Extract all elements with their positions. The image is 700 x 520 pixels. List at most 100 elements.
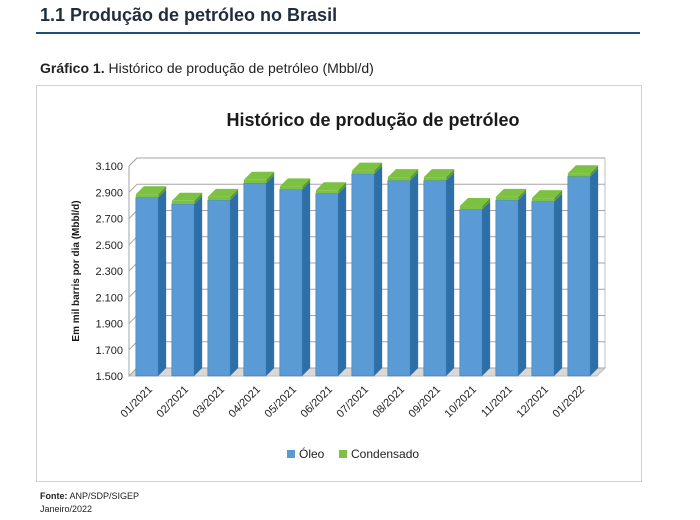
y-tick-label: 1.900 (95, 319, 123, 331)
bar-top (135, 186, 167, 195)
x-tick-label: 08/2021 (371, 384, 408, 421)
y-tick-label: 2.300 (95, 266, 123, 278)
bar-oil-side (230, 192, 239, 376)
x-tick-label: 01/2021 (119, 384, 156, 421)
bar-oil (567, 176, 591, 377)
bar-top (531, 190, 563, 199)
bar-top (387, 169, 419, 178)
bar-condensate-side (302, 178, 311, 190)
y-tick-label: 1.500 (95, 371, 123, 383)
bar-condensate (495, 196, 519, 201)
source-text: ANP/SDP/SIGEP (67, 491, 140, 501)
x-tick-label: 02/2021 (155, 384, 192, 421)
bar-top (207, 188, 239, 197)
bar-oil (423, 180, 447, 377)
bar-condensate-side (338, 182, 347, 194)
bar-condensate-side (590, 165, 599, 177)
x-tick-label: 11/2021 (479, 384, 515, 420)
caption-text: Histórico de produção de petróleo (Mbbl/… (104, 60, 374, 76)
bar-condensate (207, 196, 231, 201)
bar-oil (387, 180, 411, 377)
x-tick-label: 03/2021 (191, 384, 228, 421)
bar-top (423, 169, 455, 178)
bar-oil-side (338, 185, 347, 376)
y-axis-label: Em mil barris por dia (Mbbl/d) (71, 200, 82, 341)
bar-top (171, 192, 203, 201)
bar-condensate-side (410, 169, 419, 181)
bar-condensate (423, 177, 447, 181)
bar-oil-side (554, 193, 563, 376)
y-tick-label: 3.100 (95, 161, 123, 173)
bar-oil (243, 182, 267, 377)
bar-condensate (171, 200, 195, 205)
bar-oil-side (194, 196, 203, 376)
bar-condensate (135, 194, 159, 198)
x-tick-label: 01/2022 (551, 384, 588, 421)
source-label: Fonte: (40, 491, 68, 501)
y-tick-label: 1.700 (95, 345, 123, 357)
y-tick-label: 2.500 (95, 240, 123, 252)
bar-condensate-side (446, 169, 455, 181)
bar-condensate-side (518, 188, 527, 201)
bar-oil (531, 201, 555, 377)
production-chart: Histórico de produção de petróleo 1.500 1.… (71, 110, 607, 461)
x-tick-label: 05/2021 (263, 384, 300, 421)
chart-frame: Histórico de produção de petróleo 1.500 1.… (36, 85, 642, 482)
x-tick-label: 09/2021 (407, 384, 444, 421)
bar-condensate-side (482, 198, 491, 210)
gridline (128, 157, 605, 167)
bar-condensate (567, 173, 591, 177)
x-tick-label: 04/2021 (227, 384, 264, 421)
bar-oil (279, 189, 303, 377)
bar-top (243, 171, 275, 180)
bar-oil-side (374, 165, 383, 376)
bar-condensate-side (266, 171, 275, 184)
bar-top (567, 165, 599, 174)
y-tick-label: 2.100 (95, 292, 123, 304)
bar-top (495, 188, 527, 197)
legend-swatch-oil (287, 450, 295, 458)
bar-oil-side (410, 172, 419, 376)
bar-condensate-side (194, 192, 203, 205)
bar-condensate-side (158, 186, 167, 198)
bar-condensate (459, 206, 483, 210)
bar-oil (495, 199, 519, 377)
chart-footer: Fonte: ANP/SDP/SIGEP Janeiro/2022 (40, 490, 139, 516)
bar-oil (171, 203, 195, 377)
bar-oil (315, 193, 339, 377)
section-divider (36, 32, 640, 34)
source-line: Fonte: ANP/SDP/SIGEP (40, 490, 139, 503)
bar-condensate (387, 177, 411, 181)
figure-caption: Gráfico 1. Histórico de produção de petr… (40, 60, 374, 76)
x-tick-label: 06/2021 (299, 384, 336, 421)
bar-condensate (351, 170, 375, 174)
bar-top (315, 182, 347, 191)
bar-oil (135, 197, 159, 377)
bar-condensate (531, 198, 555, 202)
date-line: Janeiro/2022 (40, 504, 93, 514)
bar-top (459, 198, 491, 207)
chart-title: Histórico de produção de petróleo (226, 110, 519, 130)
bar-oil-side (302, 181, 311, 376)
bar-condensate (243, 179, 267, 184)
bar-top (279, 178, 311, 187)
caption-label: Gráfico 1. (40, 60, 105, 76)
bar-condensate-side (230, 188, 239, 201)
bar-oil (459, 209, 483, 377)
y-tick-label: 2.700 (95, 214, 123, 226)
legend-label-condensate: Condensado (351, 447, 419, 461)
x-tick-label: 12/2021 (515, 384, 552, 421)
bar-oil-side (590, 168, 599, 376)
bar-oil-side (158, 189, 167, 376)
bar-oil (351, 173, 375, 377)
bar-condensate (315, 190, 339, 194)
bar-oil-side (482, 201, 491, 376)
bar-oil-side (266, 175, 275, 376)
bar-condensate-side (374, 162, 383, 174)
x-tick-label: 10/2021 (443, 384, 480, 421)
bar-oil (207, 199, 231, 377)
bar-oil-side (518, 192, 527, 376)
bar-oil-side (446, 172, 455, 376)
legend-label-oil: Óleo (299, 446, 325, 461)
bar-top (351, 162, 383, 171)
